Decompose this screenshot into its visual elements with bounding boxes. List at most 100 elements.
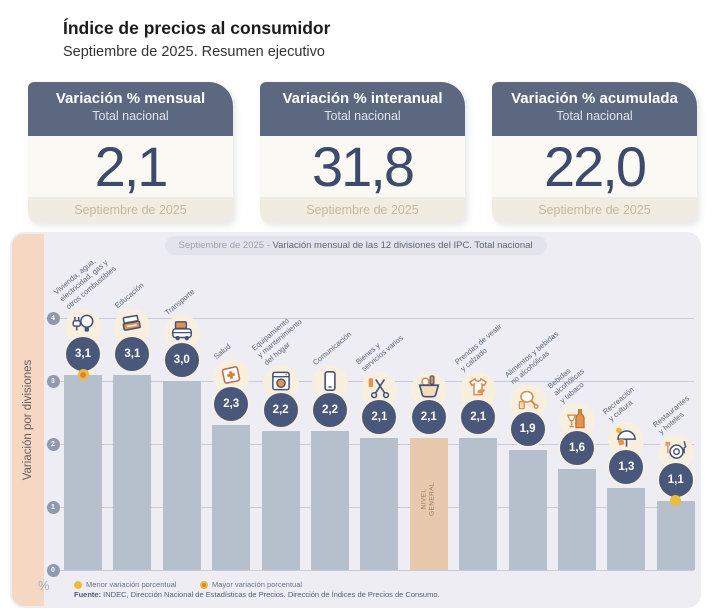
legend-item-mayor: Mayor variación porcentual <box>200 580 302 589</box>
bar-value-badge: 2,1 <box>411 399 446 434</box>
legend-label: Mayor variación porcentual <box>212 580 303 589</box>
card-body: 22,0 <box>492 136 697 197</box>
card-value: 22,0 <box>544 134 647 198</box>
source-label: Fuente: <box>74 590 102 599</box>
bar-value-badge: 3,0 <box>164 343 199 377</box>
chicken-leg-icon <box>515 387 541 418</box>
bar-value-badge: 2,1 <box>461 399 496 434</box>
y-tick-badge: 3 <box>46 374 60 388</box>
division-bar <box>311 431 349 570</box>
division-bar <box>113 374 152 570</box>
division-bar <box>212 425 251 570</box>
menor-variacion-legend-dot <box>74 580 82 589</box>
beach-umbrella-icon <box>613 425 639 456</box>
y-axis-title-band: Variación por divisiones <box>12 234 44 606</box>
percent-symbol: % <box>38 578 50 593</box>
category-label: Prendas de vestir y calzado <box>453 321 504 374</box>
scissors-icon <box>366 374 392 405</box>
card-header: Variación % acumulada Total nacional <box>492 82 697 136</box>
bar-value-badge: 2,3 <box>214 387 249 422</box>
category-label: Restaurantes y hoteles <box>650 393 691 437</box>
division-bar <box>558 469 596 570</box>
card-value: 2,1 <box>94 134 169 198</box>
division-bar <box>360 437 399 570</box>
nivel-general-text: NIVEL GENERAL <box>420 481 436 516</box>
category-label: Recreación y cultura <box>601 385 637 424</box>
bar-value-badge: 1,3 <box>609 450 644 485</box>
tshirt-icon <box>465 374 491 405</box>
bar-value-badge: 3,1 <box>115 336 150 371</box>
division-bar <box>261 431 300 570</box>
menor-variacion-dot <box>670 495 682 507</box>
nivel-general-bar <box>409 437 448 570</box>
lightbulb-icon <box>70 311 96 342</box>
card-body: 31,8 <box>260 136 465 197</box>
category-label: Vivienda, agua, electricidad, gas y otro… <box>51 255 118 311</box>
mayor-variacion-legend-dot <box>200 580 208 589</box>
chart-title-text: Variación mensual de las 12 divisiones d… <box>272 240 533 251</box>
card-label: Variación % acumulada <box>511 90 678 107</box>
chart-title-period: Septiembre de 2025 - <box>178 240 273 251</box>
division-bar <box>607 488 646 570</box>
grid-line <box>46 318 694 319</box>
y-axis-title: Variación por divisiones <box>22 359 34 481</box>
card-sublabel: Total nacional <box>556 109 633 123</box>
category-label: Bebidas alcohólicas y tabaco <box>545 366 587 405</box>
category-label: Educación <box>113 280 146 311</box>
page-title: Índice de precios al consumidor <box>63 18 331 38</box>
summary-cards-row: Variación % mensual Total nacional 2,1 S… <box>28 82 697 223</box>
bar-value-badge: 1,1 <box>658 462 693 497</box>
card-period: Septiembre de 2025 <box>260 197 465 223</box>
chart-panel: Variación por divisiones Septiembre de 2… <box>10 232 701 608</box>
grid-line <box>46 570 694 571</box>
legend-label: Menor variación porcentual <box>86 580 177 589</box>
card-label: Variación % mensual <box>55 90 206 107</box>
division-bar <box>656 500 695 570</box>
division-bar <box>162 381 201 570</box>
category-label: Bienes y servicios varios <box>354 333 406 374</box>
category-label: Transporte <box>162 286 197 317</box>
bar-value-badge: 2,2 <box>263 393 298 428</box>
smartphone-icon <box>317 368 343 399</box>
bar-value-badge: 2,1 <box>362 399 397 434</box>
card-sublabel: Total nacional <box>92 109 169 123</box>
bar-value-badge: 2,2 <box>313 393 347 428</box>
y-tick-badge: 4 <box>46 311 60 325</box>
y-tick-badge: 0 <box>46 563 60 577</box>
y-tick-badge: 1 <box>46 500 60 514</box>
card-header: Variación % mensual Total nacional <box>28 82 233 136</box>
card-body: 2,1 <box>28 136 233 197</box>
mayor-variacion-dot <box>77 369 89 381</box>
card-period: Septiembre de 2025 <box>492 197 697 223</box>
category-label: Comunicación <box>310 329 354 368</box>
shopping-basket-icon <box>415 373 443 406</box>
bar-value-badge: 1,9 <box>510 412 545 447</box>
source-note: Fuente: INDEC, Dirección Nacional de Est… <box>74 590 440 599</box>
card-value: 31,8 <box>312 134 415 198</box>
first-aid-kit-icon <box>218 362 244 393</box>
division-bar <box>508 450 547 570</box>
legend-item-menor: Menor variación porcentual <box>74 580 176 589</box>
category-label: Equipamiento y mantenimiento del hogar <box>249 316 304 368</box>
page-subtitle: Septiembre de 2025. Resumen ejecutivo <box>63 44 325 60</box>
card-sublabel: Total nacional <box>324 109 401 123</box>
card-label: Variación % interanual <box>282 90 443 107</box>
division-bar <box>64 374 102 570</box>
chart-title-pill: Septiembre de 2025 - Variación mensual d… <box>164 236 547 255</box>
bar-value-badge: 1,6 <box>560 431 594 466</box>
summary-card-interanual: Variación % interanual Total nacional 31… <box>260 82 465 223</box>
bar-value-badge: 3,1 <box>66 336 100 371</box>
source-text: INDEC, Dirección Nacional de Estadística… <box>101 590 440 599</box>
washing-machine-icon <box>268 368 294 399</box>
division-bar <box>459 437 498 570</box>
division-icon-circle <box>608 422 645 459</box>
card-period: Septiembre de 2025 <box>28 197 233 223</box>
wine-bottle-icon <box>564 406 590 437</box>
books-icon <box>119 311 145 342</box>
card-header: Variación % interanual Total nacional <box>260 82 465 136</box>
bus-icon <box>169 318 195 349</box>
summary-card-acumulada: Variación % acumulada Total nacional 22,… <box>492 82 697 223</box>
summary-card-mensual: Variación % mensual Total nacional 2,1 S… <box>28 82 233 223</box>
nivel-general-bar-label: NIVEL GENERAL <box>410 444 448 554</box>
